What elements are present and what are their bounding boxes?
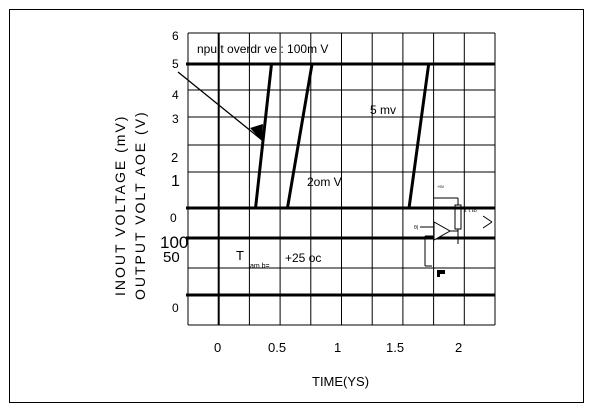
thick-lines [186, 62, 495, 297]
inset-ground-mark-2 [437, 274, 440, 277]
y-tick-label: 100 [160, 233, 188, 252]
x-tick-label: 1 [334, 340, 341, 355]
inset-supply-label: +5V [437, 184, 445, 189]
figure-frame [9, 9, 584, 403]
temp-value: +25 oc [285, 251, 321, 265]
series-line [407, 63, 431, 209]
y-tick-label: 5 [172, 57, 179, 71]
five-mv-label: 5 mv [370, 103, 396, 117]
series-line [285, 63, 314, 209]
arrow-head [250, 124, 263, 141]
x-tick-label: 0 [214, 340, 221, 355]
svg-text:θ|: θ| [414, 225, 418, 231]
x-tick-label: 0.5 [268, 340, 286, 355]
x-tick-label: 1.5 [386, 340, 404, 355]
y-tick-label: 0 [170, 211, 177, 225]
x-axis-title: TIME(YS) [312, 374, 369, 389]
y-axis-title-input: INOUT VOLTAGE (mV) [112, 114, 128, 296]
y-tick-label: 0 [172, 301, 179, 315]
y-tick-label: 50 [163, 249, 180, 266]
y-tick-label: 4 [172, 88, 179, 102]
annotation-arrow [177, 71, 263, 141]
y-tick-label: 6 [172, 29, 179, 43]
input-overdrive-label: npu t overdr ve : 100m V [197, 42, 328, 56]
series-lines [254, 63, 431, 209]
inset-ground-mark [437, 270, 445, 274]
y-tick-label: 1 [171, 173, 180, 190]
temp-subscript: am b= [250, 263, 270, 270]
y-tick-label: 3 [172, 112, 179, 126]
twenty-mv-label: 2om V [307, 175, 342, 189]
x-tick-label: 2 [455, 340, 462, 355]
inset-resistor-label: 5. 1 kΩ [464, 208, 477, 213]
series-line [254, 63, 273, 209]
y-tick-label: 2 [171, 150, 178, 165]
y-axis-title-output: OUTPUT VOLT AOE (V) [132, 110, 148, 300]
inset-circuit: +5V 5. 1 kΩ θ| [414, 184, 493, 267]
temp-label: T [236, 248, 244, 263]
